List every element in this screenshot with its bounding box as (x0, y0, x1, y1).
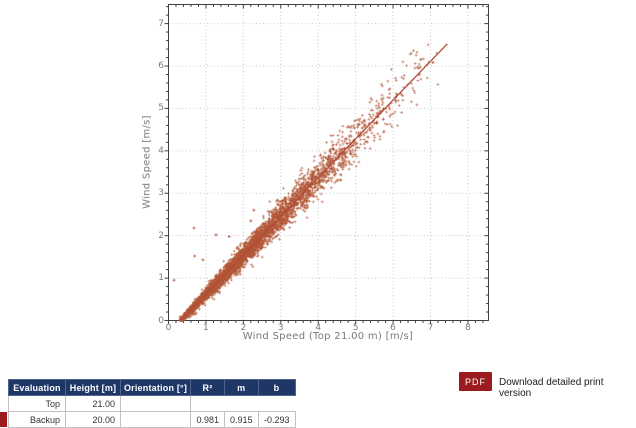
pdf-download-button[interactable]: PDF (459, 372, 492, 391)
x-tick-label: 3 (277, 323, 284, 333)
table-header-cell: b (257, 379, 296, 396)
table-row: Top 21.00 (8, 395, 296, 412)
table-header-row: Evaluation Height [m] Orientation [°] R² m b (8, 379, 296, 396)
y-tick-label: 2 (158, 230, 164, 241)
x-tick-label: 7 (427, 323, 434, 333)
y-tick-label: 4 (158, 145, 164, 156)
table-header-cell: m (224, 379, 259, 396)
table-header-cell: Height [m] (65, 379, 121, 396)
evaluation-table: Evaluation Height [m] Orientation [°] R² m b T… (8, 379, 296, 428)
x-tick-label: 6 (390, 323, 396, 333)
table-cell: 0.915 (224, 411, 259, 428)
table-cell (120, 411, 191, 428)
y-tick-label: 0 (158, 315, 164, 326)
table-cell: 21.00 (65, 395, 121, 412)
y-tick-label: 5 (158, 103, 164, 114)
y-tick-label: 3 (158, 188, 164, 199)
x-tick-label: 0 (165, 323, 172, 333)
y-tick-label: 7 (158, 18, 164, 29)
table-cell: Backup (8, 411, 66, 428)
x-tick-label: 5 (352, 323, 359, 333)
table-cell-empty (191, 396, 296, 412)
y-tick-label: 1 (158, 273, 164, 284)
table-cell (120, 395, 191, 412)
x-axis-label: Wind Speed (Top 21.00 m) [m/s] (242, 331, 414, 342)
series-color-swatch (0, 412, 7, 427)
table-cell: 0.981 (190, 411, 225, 428)
table-header-cell: R² (190, 379, 225, 396)
x-tick-label: 1 (203, 323, 209, 333)
table-header-cell: Orientation [°] (120, 379, 191, 396)
y-tick-label: 6 (158, 61, 164, 71)
table-cell: 20.00 (65, 411, 121, 428)
table-cell: Top (8, 395, 66, 412)
table-header-cell: Evaluation (8, 379, 66, 396)
wind-speed-correlation-figure: Wind Speed [m/s] Wind Speed (Top 21.00 m… (0, 0, 636, 365)
table-cell: -0.293 (257, 411, 296, 428)
download-link-text[interactable]: Download detailed print version (499, 377, 604, 399)
x-tick-label: 2 (240, 323, 247, 333)
x-tick-label: 8 (465, 323, 471, 333)
table-row: Backup 20.00 0.981 0.915 -0.293 (8, 411, 296, 428)
x-tick-label: 4 (315, 323, 322, 333)
scatter-plot-canvas (0, 0, 636, 365)
